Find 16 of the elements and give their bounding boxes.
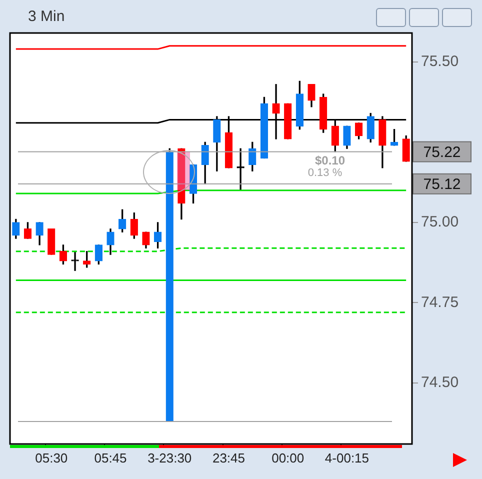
ref-line-label: 75.12 bbox=[423, 176, 461, 194]
y-tick-label: 75.50 bbox=[421, 53, 459, 70]
annotation: 0.13 % bbox=[308, 167, 342, 180]
x-tick-label: 3-23:30 bbox=[148, 450, 192, 466]
annotation: $0.10 bbox=[314, 153, 346, 168]
x-tick-label: 00:00 bbox=[272, 450, 304, 466]
x-tick-label: 05:30 bbox=[35, 450, 68, 466]
x-tick-label: 05:45 bbox=[94, 450, 127, 466]
y-tick-label: 74.50 bbox=[421, 374, 459, 392]
candlestick bbox=[71, 251, 79, 271]
ref-line-label: 75.22 bbox=[423, 144, 461, 161]
y-tick-label: 75.00 bbox=[421, 214, 459, 231]
x-tick-label: 4-00:15 bbox=[324, 450, 370, 466]
chart-title: 3 Min bbox=[28, 8, 65, 25]
x-tick-label: 23:45 bbox=[212, 450, 246, 466]
y-tick-label: 74.75 bbox=[421, 294, 459, 311]
